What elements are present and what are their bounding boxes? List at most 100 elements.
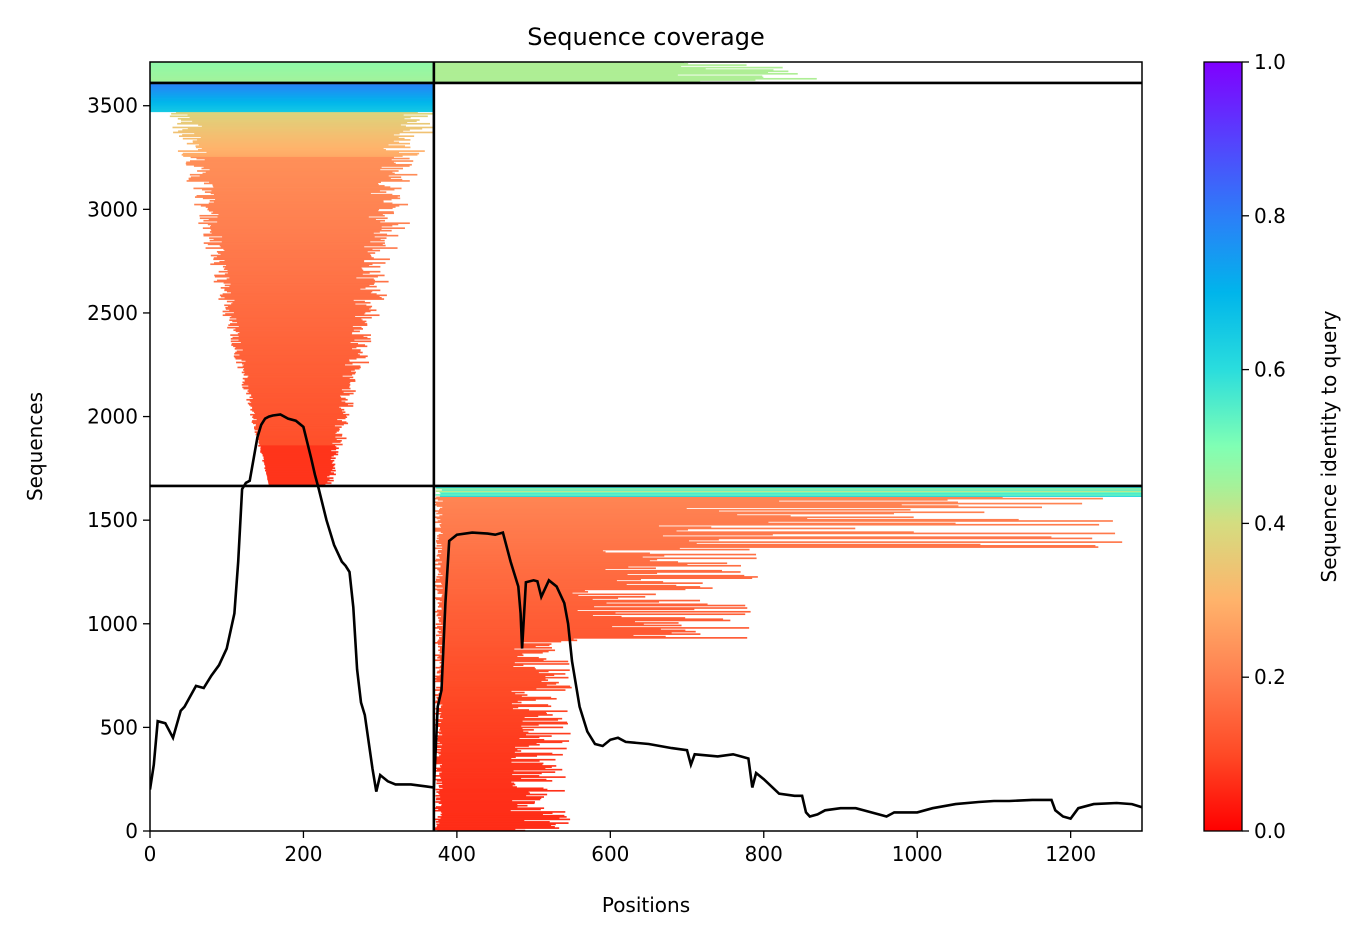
- heatmap-row: [150, 86, 434, 89]
- heatmap-row: [436, 512, 894, 515]
- heatmap-row: [200, 204, 400, 207]
- colorbar-tick-label: 1.0: [1254, 50, 1286, 74]
- heatmap-row: [208, 218, 376, 221]
- heatmap-row: [440, 776, 566, 778]
- heatmap-row: [223, 248, 373, 251]
- heatmap-row: [218, 213, 383, 216]
- heatmap-row: [433, 71, 769, 74]
- heatmap-row: [150, 108, 434, 110]
- heatmap-row: [439, 741, 563, 744]
- heatmap-row: [440, 714, 553, 716]
- heatmap-row: [439, 599, 701, 602]
- heatmap-row: [442, 683, 557, 685]
- heatmap-row: [435, 490, 1142, 492]
- heatmap-row: [235, 351, 363, 354]
- heatmap-row: [441, 814, 565, 817]
- heatmap-row: [437, 573, 628, 576]
- heatmap-row: [221, 241, 371, 243]
- heatmap-row: [439, 648, 515, 650]
- heatmap-row: [210, 224, 393, 227]
- heatmap-row: [442, 506, 1042, 509]
- heatmap-row: [210, 263, 373, 266]
- heatmap-row: [235, 357, 357, 360]
- heatmap-row: [201, 167, 404, 170]
- heatmap-row: [441, 607, 748, 609]
- heatmap-row: [439, 507, 687, 510]
- heatmap-row: [244, 367, 360, 370]
- heatmap-row: [150, 93, 434, 95]
- heatmap-row: [150, 106, 434, 109]
- heatmap-row: [437, 499, 948, 501]
- heatmap-row: [436, 709, 530, 711]
- heatmap-row: [433, 610, 751, 613]
- heatmap-row: [226, 264, 370, 267]
- heatmap-row: [150, 90, 434, 93]
- heatmap-row: [150, 91, 434, 94]
- heatmap-row: [434, 712, 547, 715]
- heatmap-row: [251, 401, 346, 404]
- heatmap-row: [205, 247, 398, 249]
- heatmap-row: [433, 504, 902, 506]
- heatmap-row: [194, 196, 398, 198]
- heatmap-row: [235, 346, 357, 349]
- heatmap-row: [438, 628, 661, 630]
- heatmap-row: [436, 697, 557, 700]
- heatmap-row: [436, 505, 959, 507]
- heatmap-row: [150, 110, 434, 113]
- heatmap-row: [233, 355, 368, 358]
- heatmap-row: [434, 563, 688, 566]
- heatmap-row: [267, 477, 334, 479]
- heatmap-row: [440, 811, 566, 813]
- heatmap-row: [437, 824, 552, 827]
- heatmap-row: [206, 151, 399, 154]
- heatmap-row: [238, 325, 353, 328]
- heatmap-row: [437, 630, 696, 633]
- heatmap-row: [435, 788, 548, 791]
- heatmap-row: [436, 634, 634, 637]
- heatmap-row: [257, 430, 339, 432]
- heatmap-row: [207, 207, 393, 210]
- heatmap-row: [434, 642, 524, 644]
- heatmap-row: [198, 124, 401, 126]
- heatmap-row: [439, 618, 724, 621]
- plot-border: [149, 61, 1143, 832]
- heatmap-row: [247, 390, 356, 392]
- heatmap-row: [434, 567, 656, 570]
- heatmap-row: [434, 678, 546, 680]
- heatmap-row: [442, 532, 1116, 535]
- heatmap-row: [440, 705, 552, 708]
- heatmap-row: [256, 418, 338, 421]
- heatmap-row: [256, 432, 336, 435]
- heatmap-row: [234, 347, 353, 350]
- heatmap-row: [246, 392, 354, 395]
- heatmap-row: [260, 451, 339, 453]
- heatmap-row: [209, 239, 385, 242]
- heatmap-row: [234, 352, 358, 355]
- heatmap-row: [150, 75, 434, 78]
- x-tick-label: 600: [591, 842, 629, 866]
- heatmap-row: [254, 412, 344, 415]
- heatmap-row: [150, 69, 434, 71]
- heatmap-row: [242, 377, 350, 380]
- heatmap-row: [248, 391, 344, 394]
- heatmap-row: [435, 486, 1142, 489]
- heatmap-row: [199, 175, 389, 177]
- heatmap-row: [434, 689, 566, 691]
- heatmap-row: [438, 604, 746, 607]
- heatmap-row: [436, 791, 529, 793]
- heatmap-row: [438, 784, 513, 787]
- heatmap-row: [211, 229, 392, 232]
- heatmap-row: [150, 105, 434, 108]
- heatmap-row: [437, 520, 1113, 522]
- heatmap-row: [436, 826, 555, 828]
- heatmap-row: [224, 259, 365, 262]
- heatmap-row: [192, 140, 394, 142]
- heatmap-row: [439, 495, 1142, 497]
- heatmap-row: [211, 232, 374, 234]
- heatmap-row: [236, 318, 362, 320]
- heatmap-row: [243, 382, 350, 385]
- coverage-line: [150, 413, 1142, 821]
- heatmap-row: [442, 644, 550, 647]
- heatmap-row: [261, 452, 337, 455]
- heatmap-row: [203, 242, 385, 244]
